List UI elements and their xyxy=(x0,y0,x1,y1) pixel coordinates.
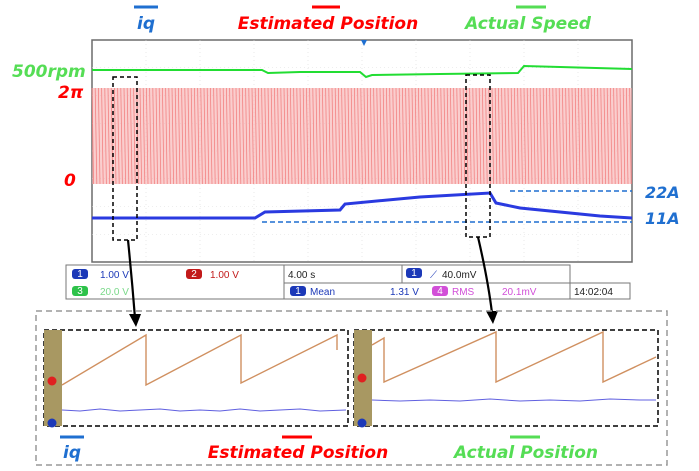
zoom-left-iq xyxy=(61,408,347,412)
arrow-right-head xyxy=(486,311,498,324)
zoom-box-left xyxy=(112,76,138,241)
ch3-scale: 20.0 V xyxy=(100,287,129,298)
speed-waveform xyxy=(92,64,633,79)
arrow-left-head xyxy=(129,314,141,327)
position-waveform xyxy=(91,87,632,185)
timebase: 4.00 s xyxy=(288,270,315,281)
meas2-name: RMS xyxy=(452,287,475,298)
trigger-level: 40.0mV xyxy=(442,270,477,281)
zoom-right-iq xyxy=(371,398,656,402)
label-11a: 11A xyxy=(645,209,680,228)
label-500rpm: 500rpm xyxy=(12,62,86,82)
status-bar xyxy=(65,264,631,300)
ch1-number: 1 xyxy=(77,269,83,280)
meas2-number: 4 xyxy=(437,286,443,297)
meas1-value: 1.31 V xyxy=(390,287,419,298)
trigger-channel: 1 xyxy=(411,268,417,279)
label-estimated-position: Estimated Position xyxy=(238,14,418,34)
ch2-number: 2 xyxy=(191,269,197,280)
ch2-scale: 1.00 V xyxy=(210,270,239,281)
zoom-panel-left xyxy=(43,329,349,428)
arrow-left xyxy=(126,239,137,319)
trigger-slope-icon: ⟋ xyxy=(430,270,437,281)
zoom-label-estimated-position: Estimated Position xyxy=(208,443,388,463)
zoom-label-actual-position: Actual Position xyxy=(452,443,598,463)
label-2pi: 2π xyxy=(58,83,84,103)
ch1-scale: 1.00 V xyxy=(100,270,129,281)
iq-waveform xyxy=(92,191,633,220)
position-oscillation xyxy=(91,87,632,185)
zoom-container xyxy=(35,310,668,466)
label-iq: iq xyxy=(137,14,155,34)
arrow-right xyxy=(476,236,494,314)
label-actual-speed: Actual Speed xyxy=(463,14,592,34)
label-zero: 0 xyxy=(64,171,76,191)
meas1-name: Mean xyxy=(310,287,335,298)
label-22a: 22A xyxy=(645,183,680,202)
clock: 14:02:04 xyxy=(574,287,613,298)
trigger-marker xyxy=(361,40,367,46)
ch3-number: 3 xyxy=(77,286,83,297)
scope-grid xyxy=(92,40,632,262)
zoom-left-sawtooth xyxy=(61,333,338,387)
zoom-right-sawtooth xyxy=(371,330,657,384)
zoom-label-iq: iq xyxy=(63,443,81,463)
meas1-number: 1 xyxy=(295,286,301,297)
zoom-panel-right xyxy=(353,329,659,428)
meas2-value: 20.1mV xyxy=(502,287,537,298)
